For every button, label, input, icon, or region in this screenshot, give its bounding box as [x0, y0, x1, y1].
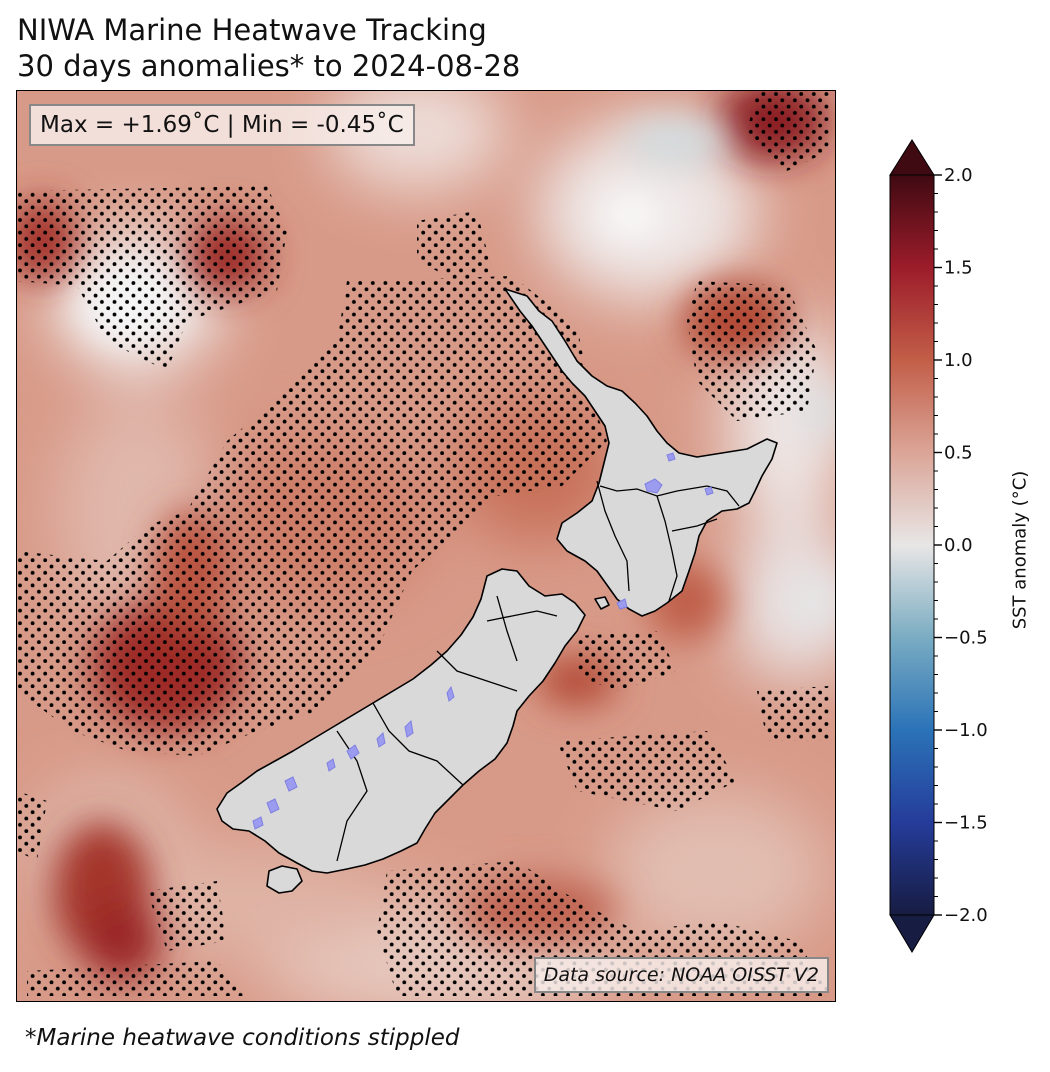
- colorbar-min-extend: [889, 914, 935, 953]
- new-zealand-land: [216, 288, 778, 894]
- colorbar-tick-label: 2.0: [944, 165, 973, 186]
- sst-anomaly-map[interactable]: [17, 91, 836, 1002]
- colorbar-label: SST anomaly (°C): [1009, 470, 1031, 630]
- colorbar-tick-label: −1.5: [944, 813, 988, 834]
- colorbar-tick-label: 0.5: [944, 443, 973, 464]
- map-panel[interactable]: Max = +1.69˚C | Min = -0.45˚C Data sourc…: [16, 90, 836, 1002]
- colorbar-tick-label: 1.5: [944, 258, 973, 279]
- colorbar-ticks: 2.0 1.5 1.0 0.5 0.0 −0.5 −1.0 −1.5 −2.0: [934, 165, 988, 926]
- title-line-2: 30 days anomalies* to 2024-08-28: [17, 49, 521, 83]
- stewart-island: [266, 865, 303, 894]
- lakes: [252, 452, 714, 830]
- chatham-d-islet: [594, 596, 610, 610]
- colorbar: 2.0 1.5 1.0 0.5 0.0 −0.5 −1.0 −1.5 −2.0: [889, 139, 988, 953]
- title-line-1: NIWA Marine Heatwave Tracking: [17, 13, 487, 47]
- max-min-stats-box: Max = +1.69˚C | Min = -0.45˚C: [29, 104, 415, 146]
- colorbar-tick-label: 0.0: [944, 535, 973, 556]
- regional-boundaries: [336, 480, 740, 862]
- colorbar-tick-label: −1.0: [944, 720, 988, 741]
- colorbar-ramp: [889, 174, 935, 916]
- colorbar-tick-label: −2.0: [944, 905, 988, 926]
- colorbar-tick-label: 1.0: [944, 350, 973, 371]
- data-source-label: Data source: NOAA OISST V2: [533, 957, 829, 993]
- south-island: [216, 568, 586, 874]
- colorbar-tick-label: −0.5: [944, 628, 988, 649]
- footnote: *Marine heatwave conditions stippled: [25, 1025, 460, 1051]
- colorbar-max-extend: [889, 139, 935, 176]
- north-island: [504, 288, 778, 617]
